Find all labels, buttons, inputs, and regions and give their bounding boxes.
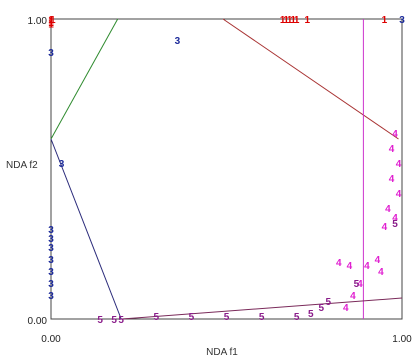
point-group-5-5: 5 [326, 297, 332, 308]
point-group-4-3: 4 [389, 174, 395, 185]
point-group-4-12: 4 [336, 258, 342, 269]
point-group-5-4: 5 [354, 279, 360, 290]
point-group-4-13: 4 [357, 279, 363, 290]
point-group-4-15: 4 [343, 303, 349, 314]
point-group-3-9: 3 [48, 291, 54, 302]
point-group-5-7: 5 [308, 309, 314, 320]
point-group-3-8: 3 [48, 279, 54, 290]
point-group-4-2: 4 [396, 159, 402, 170]
point-group-5-1: 5 [111, 315, 117, 326]
point-group-4-9: 4 [364, 261, 370, 272]
point-group-4-5: 4 [385, 204, 391, 215]
point-group-3-2: 3 [59, 159, 65, 170]
point-group-3-3: 3 [48, 225, 54, 236]
point-group-1-5: 1 [280, 15, 286, 26]
group-5-boundary [121, 297, 403, 320]
point-group-3-10: 3 [399, 15, 405, 26]
point-group-5-8: 5 [154, 312, 160, 323]
point-group-1-2: 1 [48, 18, 54, 29]
x-tick-right: 1.00 [392, 334, 412, 345]
group-1-boundary [222, 18, 399, 140]
point-group-4-14: 4 [350, 291, 356, 302]
point-group-3-4: 3 [48, 234, 54, 245]
point-group-5-0: 5 [97, 315, 103, 326]
x-axis-label: NDA f1 [206, 347, 238, 358]
point-group-4-6: 4 [392, 213, 398, 224]
point-group-5-3: 5 [392, 219, 398, 230]
point-group-4-10: 4 [378, 267, 384, 278]
y-tick-top: 1.00 [28, 16, 48, 27]
point-group-5-12: 5 [294, 312, 300, 323]
point-group-4-8: 4 [375, 255, 381, 266]
y-axis-label: NDA f2 [6, 160, 38, 171]
point-group-1-8: 1 [290, 15, 296, 26]
group-3-boundary [50, 138, 122, 320]
group-2-boundary [50, 18, 119, 140]
point-group-3-7: 3 [48, 267, 54, 278]
point-group-1-1: 1 [48, 17, 54, 28]
point-group-5-6: 5 [318, 303, 324, 314]
x-tick-left: 0.00 [41, 334, 61, 345]
point-group-5-9: 5 [189, 312, 195, 323]
point-group-5-11: 5 [259, 312, 265, 323]
plot-area-frame [50, 18, 403, 320]
point-group-4-0: 4 [392, 129, 398, 140]
point-group-1-7: 1 [287, 15, 293, 26]
point-group-4-4: 4 [396, 189, 402, 200]
y-tick-bottom: 0.00 [28, 316, 48, 327]
point-group-1-11: 1 [382, 15, 388, 26]
point-group-1-4: 1 [48, 20, 54, 31]
point-group-3-5: 3 [48, 243, 54, 254]
point-group-1-0: 1 [48, 15, 54, 26]
point-group-1-6: 1 [283, 15, 289, 26]
point-group-5-10: 5 [224, 312, 230, 323]
point-group-4-1: 4 [389, 144, 395, 155]
point-group-5-2: 5 [118, 315, 124, 326]
point-group-1-9: 1 [294, 15, 300, 26]
point-group-3-0: 3 [48, 48, 54, 59]
point-group-1-10: 1 [304, 15, 310, 26]
point-group-4-11: 4 [347, 261, 353, 272]
point-group-3-1: 3 [175, 36, 181, 47]
hull-lines-group [50, 18, 403, 320]
point-group-4-7: 4 [382, 222, 388, 233]
point-group-3-6: 3 [48, 255, 54, 266]
point-group-1-3: 1 [50, 15, 56, 26]
